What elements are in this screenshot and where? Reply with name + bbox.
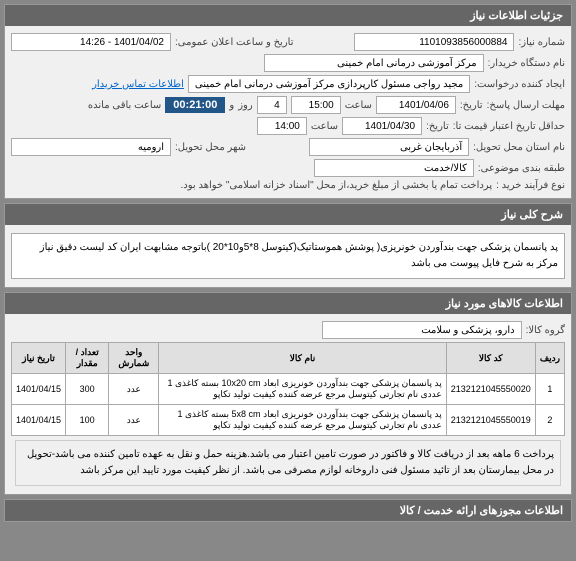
- row-need-number: شماره نیاز: 1101093856000884 تاریخ و ساع…: [11, 33, 565, 51]
- row-location: نام استان محل تحویل: آذربایجان غربی شهر …: [11, 138, 565, 156]
- need-number-field: 1101093856000884: [354, 33, 514, 51]
- need-description: پد پانسمان پزشکی جهت بندآوردن خونریزی( پ…: [11, 233, 565, 279]
- need-details-panel: جزئیات اطلاعات نیاز شماره نیاز: 11010938…: [4, 4, 572, 199]
- date-label-2: تاریخ:: [426, 121, 449, 132]
- cell-unit: عدد: [109, 405, 159, 436]
- goods-note: پرداخت 6 ماهه بعد از دریافت کالا و فاکتو…: [15, 440, 561, 486]
- col-unit: واحد شمارش: [109, 343, 159, 374]
- time-label-1: ساعت: [345, 100, 372, 111]
- row-validity: حداقل تاریخ اعتبار قیمت تا: تاریخ: 1401/…: [11, 117, 565, 135]
- category-field: کالا/خدمت: [314, 159, 474, 177]
- goods-info-panel: اطلاعات کالاهای مورد نیاز گروه کالا: دار…: [4, 292, 572, 495]
- col-name: نام کالا: [159, 343, 446, 374]
- need-desc-panel: شرح کلی نیاز پد پانسمان پزشکی جهت بندآور…: [4, 203, 572, 288]
- row-creator: ایجاد کننده درخواست: مجید روا‌جی مسئول ک…: [11, 75, 565, 93]
- col-date: تاریخ نیاز: [12, 343, 66, 374]
- row-group: گروه کالا: دارو، پزشکی و سلامت: [11, 321, 565, 339]
- send-date-field: 1401/04/06: [376, 96, 456, 114]
- cell-date: 1401/04/15: [12, 374, 66, 405]
- cell-name: پد پانسمان پزشکی جهت بندآوردن خونریزی اب…: [159, 374, 446, 405]
- panel-header-need: جزئیات اطلاعات نیاز: [5, 5, 571, 26]
- table-header-row: ردیف کد کالا نام کالا واحد شمارش تعداد /…: [12, 343, 565, 374]
- buyer-label: نام دستگاه خریدار:: [488, 58, 565, 69]
- validity-time-field: 14:00: [257, 117, 307, 135]
- cell-idx: 2: [535, 405, 564, 436]
- panel-header-desc: شرح کلی نیاز: [5, 204, 571, 225]
- cell-idx: 1: [535, 374, 564, 405]
- cell-date: 1401/04/15: [12, 405, 66, 436]
- province-field: آذربایجان غربی: [309, 138, 469, 156]
- date-label-1: تاریخ:: [460, 100, 483, 111]
- countdown-timer: 00:21:00: [165, 97, 225, 113]
- table-row[interactable]: 1 2132121045550020 پد پانسمان پزشکی جهت …: [12, 374, 565, 405]
- cell-qty: 100: [66, 405, 109, 436]
- group-label: گروه کالا:: [526, 325, 565, 336]
- validity-label: حداقل تاریخ اعتبار قیمت تا:: [453, 121, 565, 132]
- row-process: نوع فرآیند خرید : پرداخت تمام یا بخشی از…: [11, 180, 565, 191]
- goods-table: ردیف کد کالا نام کالا واحد شمارش تعداد /…: [11, 342, 565, 436]
- col-code: کد کالا: [446, 343, 535, 374]
- validity-date-field: 1401/04/30: [342, 117, 422, 135]
- buyer-field: مرکز آموزشی درمانی امام خمینی: [264, 54, 484, 72]
- announce-field: 1401/04/02 - 14:26: [11, 33, 171, 51]
- city-field: ارومیه: [11, 138, 171, 156]
- creator-field: مجید روا‌جی مسئول کارپردازی مرکز آموزشی …: [188, 75, 470, 93]
- time-label-2: ساعت: [311, 121, 338, 132]
- deadline-label: مهلت ارسال پاسخ:: [487, 100, 565, 111]
- send-day-field: 4: [257, 96, 287, 114]
- group-field: دارو، پزشکی و سلامت: [322, 321, 522, 339]
- permits-panel: اطلاعات مجوزهای ارائه خدمت / کالا: [4, 499, 572, 522]
- day-label: روز: [238, 100, 253, 111]
- need-number-label: شماره نیاز:: [518, 37, 565, 48]
- city-label: شهر محل تحویل:: [175, 142, 246, 153]
- row-buyer: نام دستگاه خریدار: مرکز آموزشی درمانی ام…: [11, 54, 565, 72]
- panel-header-goods: اطلاعات کالاهای مورد نیاز: [5, 293, 571, 314]
- timer-label: ساعت باقی مانده: [88, 100, 161, 111]
- creator-label: ایجاد کننده درخواست:: [474, 79, 565, 90]
- col-qty: تعداد / مقدار: [66, 343, 109, 374]
- cell-unit: عدد: [109, 374, 159, 405]
- announce-label: تاریخ و ساعت اعلان عمومی:: [175, 37, 294, 48]
- province-label: نام استان محل تحویل:: [473, 142, 565, 153]
- table-row[interactable]: 2 2132121045550019 پد پانسمان پزشکی جهت …: [12, 405, 565, 436]
- process-label: نوع فرآیند خرید :: [496, 180, 565, 191]
- panel-body-goods: گروه کالا: دارو، پزشکی و سلامت ردیف کد ک…: [5, 314, 571, 494]
- and-label: و: [229, 100, 234, 111]
- send-time-field: 15:00: [291, 96, 341, 114]
- panel-header-permits: اطلاعات مجوزهای ارائه خدمت / کالا: [5, 500, 571, 521]
- cell-code: 2132121045550020: [446, 374, 535, 405]
- cell-qty: 300: [66, 374, 109, 405]
- contact-buyer-link[interactable]: اطلاعات تماس خریدار: [92, 79, 184, 90]
- row-category: طبقه بندی موضوعی: کالا/خدمت: [11, 159, 565, 177]
- col-row: ردیف: [535, 343, 564, 374]
- process-value: پرداخت تمام یا بخشی از مبلغ خرید،از محل …: [11, 180, 492, 191]
- panel-body-need: شماره نیاز: 1101093856000884 تاریخ و ساع…: [5, 26, 571, 198]
- row-deadline: مهلت ارسال پاسخ: تاریخ: 1401/04/06 ساعت …: [11, 96, 565, 114]
- panel-body-desc: پد پانسمان پزشکی جهت بندآوردن خونریزی( پ…: [5, 225, 571, 287]
- cell-name: پد پانسمان پزشکی جهت بندآوردن خونریزی اب…: [159, 405, 446, 436]
- category-label: طبقه بندی موضوعی:: [478, 163, 565, 174]
- cell-code: 2132121045550019: [446, 405, 535, 436]
